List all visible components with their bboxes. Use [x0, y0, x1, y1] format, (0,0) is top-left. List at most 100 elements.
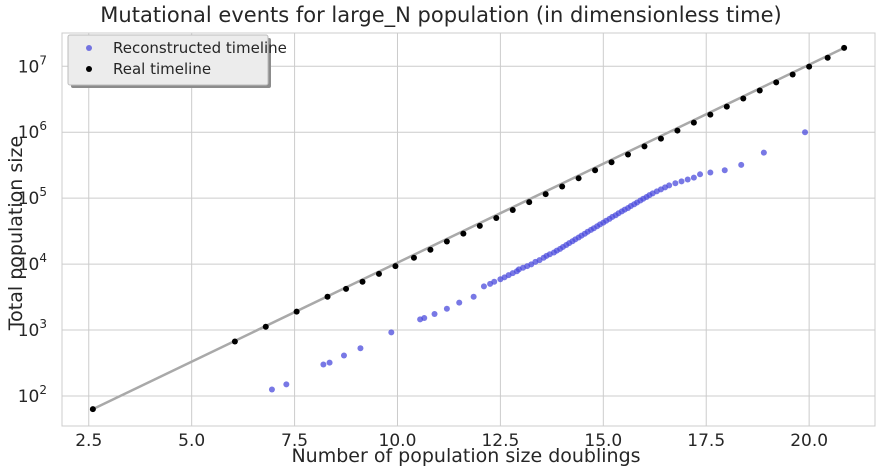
real-point — [657, 135, 664, 142]
y-tick-exponent: 6 — [39, 119, 47, 133]
x-tick-label: 5.0 — [178, 431, 205, 451]
series-reconstructed — [268, 129, 809, 393]
reconstructed-point — [491, 278, 498, 285]
y-tick-exponent: 7 — [39, 53, 47, 67]
x-axis-label: Number of population size doublings — [291, 445, 640, 467]
reconstructed-point — [666, 182, 673, 189]
y-tick-exponent: 4 — [39, 251, 47, 265]
plot-frame — [61, 32, 876, 427]
real-point — [231, 338, 238, 345]
real-point — [841, 44, 848, 51]
real-point — [824, 54, 831, 61]
y-tick-base: 10 — [18, 123, 40, 143]
y-tick-exponent: 2 — [39, 383, 47, 397]
reconstructed-point — [480, 283, 487, 290]
chart-title: Mutational events for large_N population… — [100, 3, 781, 28]
y-tick-exponent: 3 — [39, 317, 47, 331]
reconstructed-point — [320, 361, 327, 368]
real-point — [608, 159, 615, 166]
series-real — [89, 44, 848, 413]
legend-marker-real — [86, 66, 92, 72]
x-tick-labels: 2.5 5.0 7.5 10.0 12.5 15.0 17.5 20.0 — [75, 431, 828, 451]
real-point — [707, 111, 714, 118]
real-point — [773, 79, 780, 86]
y-tick-label: 103 — [18, 317, 47, 341]
y-tick-label: 102 — [18, 383, 47, 407]
real-point — [343, 285, 350, 292]
real-point — [375, 270, 382, 277]
x-tick-label: 20.0 — [790, 431, 828, 451]
reconstructed-point — [697, 171, 704, 178]
reconstructed-point — [283, 381, 290, 388]
real-point — [493, 215, 500, 222]
y-tick-base: 10 — [18, 255, 40, 275]
real-point — [293, 308, 300, 315]
fit-line — [92, 46, 845, 411]
legend-box — [67, 34, 269, 86]
x-tick-label: 17.5 — [687, 431, 725, 451]
real-point — [559, 183, 566, 190]
reconstructed-point — [760, 149, 767, 156]
legend-label-real: Real timeline — [113, 60, 211, 78]
real-point — [392, 263, 399, 270]
real-point — [674, 127, 681, 134]
y-tick-base: 10 — [18, 189, 40, 209]
y-tick-base: 10 — [18, 57, 40, 77]
y-tick-base: 10 — [18, 387, 40, 407]
reconstructed-point — [340, 352, 347, 359]
reconstructed-point — [802, 129, 809, 136]
real-point — [690, 119, 697, 126]
reconstructed-point — [470, 293, 477, 300]
grid — [62, 33, 875, 426]
real-point — [476, 222, 483, 229]
reconstructed-point — [268, 386, 275, 393]
y-tick-label: 105 — [18, 185, 47, 209]
y-tick-label: 106 — [18, 119, 47, 143]
reconstructed-point — [678, 178, 685, 185]
reconstructed-point — [684, 176, 691, 183]
legend: Reconstructed timeline Real timeline — [67, 34, 287, 88]
legend-marker-reconstructed — [86, 45, 92, 51]
x-tick-label: 2.5 — [75, 431, 102, 451]
reconstructed-point — [421, 315, 428, 322]
real-point — [324, 293, 331, 300]
reconstructed-point — [431, 310, 438, 317]
x-tick-label: 12.5 — [481, 431, 519, 451]
real-point — [460, 230, 467, 237]
x-tick-label: 7.5 — [281, 431, 308, 451]
reconstructed-point — [357, 345, 364, 352]
real-point — [359, 278, 366, 285]
real-point — [789, 71, 796, 78]
reconstructed-point — [443, 305, 450, 312]
real-point — [723, 103, 730, 110]
y-tick-label: 107 — [18, 53, 47, 77]
real-point — [641, 143, 648, 150]
real-point — [427, 246, 434, 253]
real-point — [575, 175, 582, 182]
reconstructed-point — [690, 174, 697, 181]
real-point — [592, 167, 599, 174]
reconstructed-point — [456, 299, 463, 306]
y-tick-exponent: 5 — [39, 185, 47, 199]
real-point — [625, 151, 632, 158]
real-point — [526, 199, 533, 206]
fit-line-layer — [92, 46, 845, 411]
real-point — [443, 238, 450, 245]
reconstructed-point — [721, 167, 728, 174]
x-tick-label: 15.0 — [584, 431, 622, 451]
x-tick-label: 10.0 — [379, 431, 417, 451]
legend-label-reconstructed: Reconstructed timeline — [113, 39, 287, 57]
real-point — [410, 254, 417, 261]
real-point — [542, 191, 549, 198]
y-axis-label: Total population size — [5, 136, 27, 331]
data-points — [89, 44, 848, 413]
reconstructed-point — [326, 359, 333, 366]
real-point — [756, 87, 763, 94]
reconstructed-point — [738, 161, 745, 168]
y-tick-base: 10 — [18, 321, 40, 341]
real-point — [509, 207, 516, 214]
reconstructed-point — [672, 180, 679, 187]
real-point — [89, 406, 96, 413]
